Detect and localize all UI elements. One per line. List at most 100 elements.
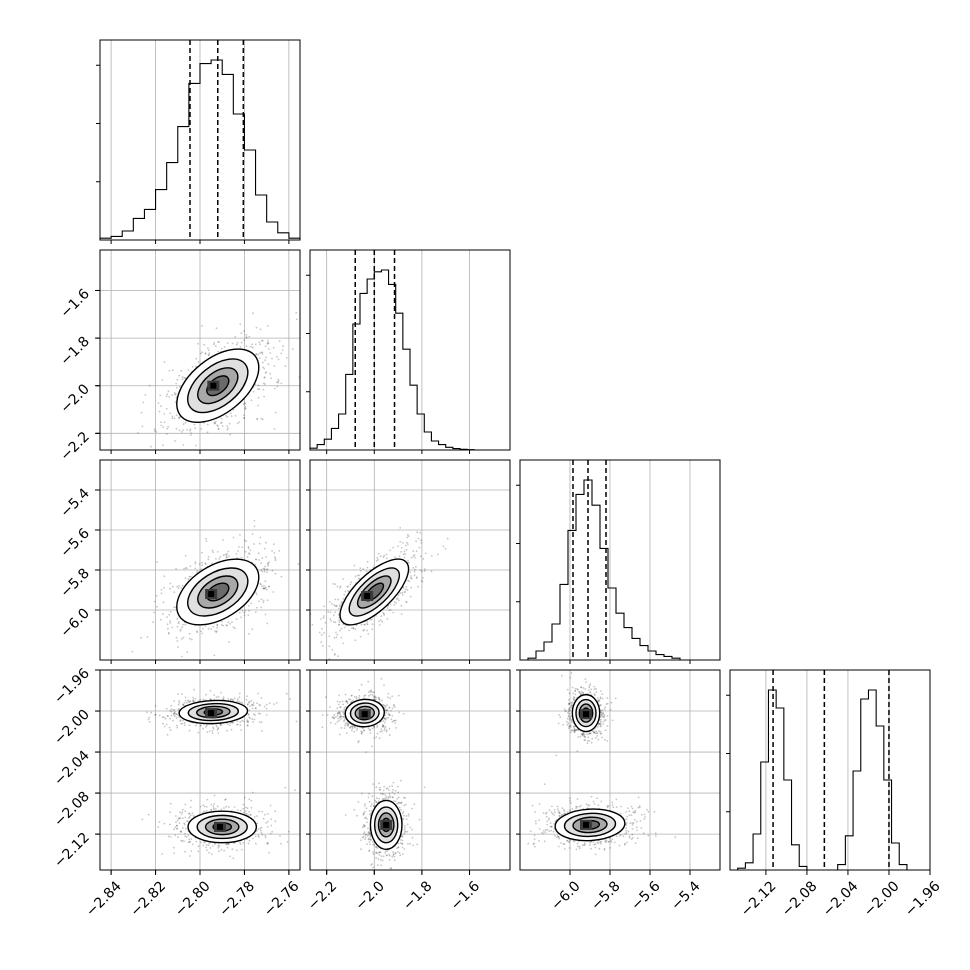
scatter-point — [227, 806, 230, 808]
scatter-point — [258, 388, 261, 391]
xaxis-0: −2.84 −2.82 −2.80 −2.78 −2.76 — [83, 870, 303, 920]
scatter-point — [363, 813, 365, 815]
scatter-point — [599, 732, 602, 735]
scatter-point — [393, 855, 396, 858]
scatter-point — [263, 367, 266, 370]
scatter-point — [378, 737, 381, 740]
scatter-point — [260, 583, 262, 586]
scatter-point — [274, 556, 276, 558]
scatter-point — [385, 718, 387, 721]
scatter-point — [255, 326, 258, 329]
scatter-point — [334, 723, 337, 725]
scatter-point — [348, 629, 350, 632]
scatter-point — [246, 556, 249, 558]
scatter-point — [162, 601, 165, 604]
scatter-point — [584, 736, 586, 739]
density-peak-core — [361, 711, 368, 718]
scatter-point — [378, 788, 381, 791]
scatter-point — [254, 714, 256, 717]
scatter-point — [401, 542, 404, 544]
scatter-point — [180, 628, 182, 631]
scatter-point — [405, 588, 407, 591]
scatter-point — [589, 691, 592, 693]
scatter-point — [258, 703, 261, 706]
scatter-point — [168, 613, 171, 616]
scatter-point — [329, 611, 332, 614]
scatter-point — [192, 699, 195, 701]
scatter-point — [160, 424, 163, 427]
scatter-point — [596, 697, 599, 699]
scatter-point — [600, 711, 603, 714]
scatter-point — [601, 697, 604, 700]
scatter-point — [182, 719, 184, 722]
scatter-point — [393, 719, 396, 722]
scatter-point — [575, 807, 577, 810]
scatter-point — [362, 814, 365, 816]
scatter-point — [215, 724, 218, 727]
scatter-point — [216, 729, 219, 731]
scatter-point — [244, 609, 247, 612]
scatter-point — [346, 723, 349, 726]
scatter-point — [227, 697, 230, 700]
scatter-point — [179, 811, 181, 814]
scatter-point — [321, 726, 324, 729]
scatter-point — [350, 627, 353, 629]
panel-2-1 — [310, 527, 449, 660]
scatter-point — [161, 853, 164, 855]
scatter-point — [224, 798, 227, 801]
scatter-point — [217, 428, 220, 430]
scatter-point — [201, 351, 203, 354]
scatter-point — [273, 552, 276, 554]
scatter-point — [322, 616, 325, 619]
scatter-point — [236, 698, 239, 701]
scatter-point — [363, 695, 366, 697]
scatter-point — [251, 707, 254, 710]
scatter-point — [633, 818, 636, 821]
scatter-point — [177, 693, 180, 695]
scatter-point — [391, 796, 394, 799]
scatter-point — [368, 831, 370, 834]
scatter-point — [366, 629, 368, 632]
xtick-label: −2.04 — [820, 878, 862, 920]
scatter-point — [409, 842, 411, 845]
scatter-point — [182, 704, 185, 707]
scatter-point — [257, 353, 259, 356]
scatter-point — [259, 704, 261, 707]
scatter-point — [442, 545, 445, 548]
scatter-point — [366, 843, 368, 846]
scatter-point — [249, 717, 252, 720]
scatter-point — [201, 632, 204, 635]
scatter-point — [140, 411, 143, 414]
scatter-point — [571, 729, 574, 732]
scatter-point — [597, 804, 600, 806]
scatter-point — [556, 805, 559, 808]
scatter-point — [371, 863, 373, 865]
scatter-point — [277, 380, 280, 383]
interior-ticks — [306, 489, 471, 664]
scatter-point — [255, 842, 257, 845]
scatter-point — [341, 700, 344, 703]
xtick-label: −6.0 — [548, 878, 583, 913]
scatter-point — [234, 627, 236, 630]
scatter-point — [367, 727, 370, 730]
scatter-point — [383, 717, 386, 720]
xtick-label: −2.80 — [172, 878, 214, 920]
scatter-point — [388, 713, 391, 716]
scatter-point — [568, 841, 571, 844]
scatter-point — [555, 836, 558, 839]
scatter-point — [381, 793, 384, 795]
scatter-point — [343, 708, 346, 711]
yaxis-2: −6.0−5.8−5.6−5.4 — [57, 485, 100, 641]
scatter-point — [345, 721, 348, 724]
scatter-point — [375, 736, 378, 738]
scatter-point — [257, 384, 260, 386]
scatter-point — [383, 717, 386, 720]
scatter-point — [159, 394, 162, 397]
scatter-point — [595, 730, 598, 733]
histogram-bar — [346, 374, 353, 450]
scatter-point — [254, 707, 257, 709]
scatter-point — [277, 382, 280, 384]
scatter-point — [589, 844, 591, 846]
scatter-point — [187, 699, 189, 702]
scatter-point — [207, 354, 210, 356]
